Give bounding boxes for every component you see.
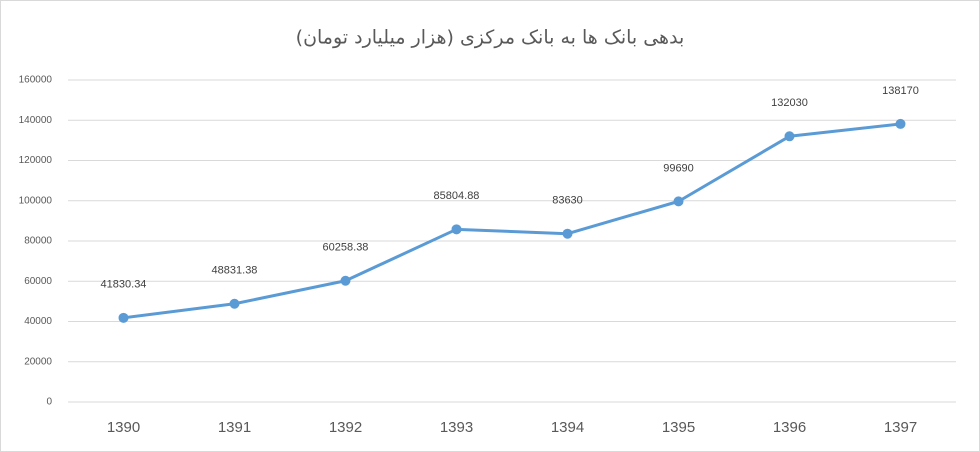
x-tick-label: 1394: [551, 419, 584, 436]
y-tick-label: 0: [46, 397, 52, 408]
data-label: 60258.38: [323, 242, 369, 254]
data-label: 99690: [663, 162, 694, 174]
marker: [340, 275, 351, 286]
marker: [451, 224, 462, 235]
line: [123, 122, 901, 320]
data-label: 132030: [771, 97, 808, 109]
y-tick-label: 80000: [24, 236, 52, 247]
y-tick-label: 140000: [19, 115, 53, 126]
y-tick-label: 20000: [24, 356, 52, 367]
y-tick-label: 120000: [19, 155, 53, 166]
marker: [562, 228, 573, 239]
data-label: 85804.88: [434, 190, 480, 202]
x-tick-label: 1390: [107, 419, 140, 436]
x-tick-label: 1395: [662, 419, 695, 436]
data-label: 138170: [882, 85, 919, 97]
marker: [784, 131, 795, 142]
x-tick-label: 1392: [329, 419, 362, 436]
y-tick-label: 40000: [24, 316, 52, 327]
data-label: 83630: [552, 195, 583, 207]
y-tick-label: 60000: [24, 276, 52, 287]
marker: [673, 196, 684, 207]
chart-title: بدهی بانک ها به بانک مرکزی (هزار میلیارد…: [296, 27, 685, 49]
data-label: 41830.34: [101, 279, 147, 291]
marker: [895, 118, 906, 129]
y-tick-label: 100000: [19, 195, 53, 206]
y-tick-label: 160000: [19, 75, 53, 86]
x-tick-label: 1397: [884, 419, 917, 436]
marker: [229, 298, 240, 309]
data-label: 48831.38: [212, 265, 258, 277]
x-tick-label: 1396: [773, 419, 806, 436]
x-tick-label: 1391: [218, 419, 251, 436]
x-tick-label: 1393: [440, 419, 473, 436]
marker: [118, 312, 129, 323]
